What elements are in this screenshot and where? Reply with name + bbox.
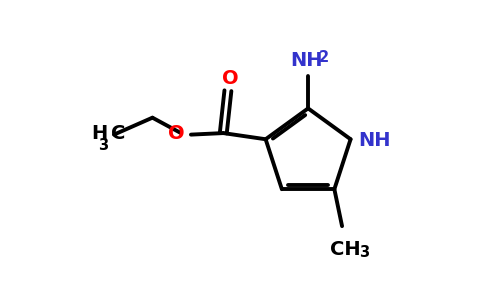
Text: O: O — [168, 124, 185, 142]
Text: 3: 3 — [359, 244, 369, 260]
Text: NH: NH — [290, 51, 323, 70]
Text: 3: 3 — [98, 139, 108, 154]
Text: NH: NH — [358, 131, 391, 150]
Text: C: C — [111, 124, 125, 142]
Text: 2: 2 — [319, 50, 329, 65]
Text: CH: CH — [330, 240, 361, 259]
Text: H: H — [91, 124, 108, 142]
Text: O: O — [222, 69, 239, 88]
